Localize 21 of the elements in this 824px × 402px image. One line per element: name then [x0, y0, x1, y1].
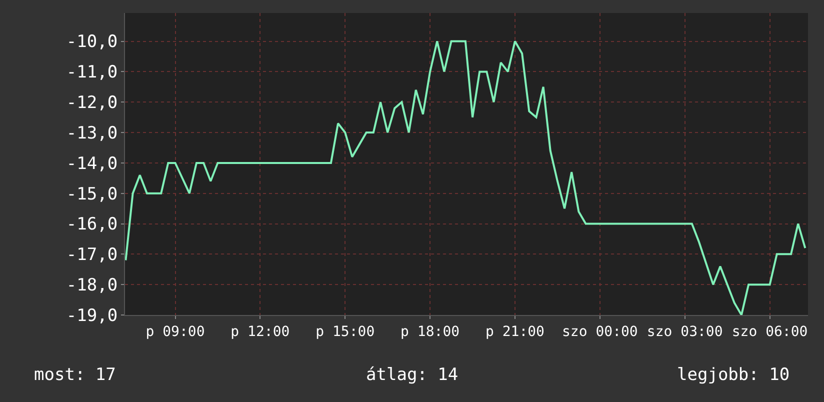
y-tick-label: -13,0: [66, 123, 118, 144]
x-tick-label: p 12:00: [230, 324, 290, 340]
y-tick-label: -19,0: [66, 306, 118, 326]
text: most: 17: [34, 365, 116, 385]
text: legjobb: 10: [677, 365, 790, 385]
y-tick-label: -16,0: [66, 214, 118, 235]
x-tick-label: p 18:00: [400, 324, 460, 340]
x-tick-label: p 09:00: [146, 324, 205, 340]
x-tick-label: p 15:00: [316, 324, 375, 340]
y-tick-label: -10,0: [66, 32, 118, 52]
y-tick-label: -17,0: [66, 245, 118, 266]
x-tick-label: szo 06:00: [732, 324, 808, 340]
x-tick-label: szo 03:00: [646, 324, 723, 340]
y-tick-label: -12,0: [66, 93, 118, 114]
text: átlag: 14: [366, 365, 458, 385]
y-tick-label: -11,0: [66, 62, 118, 83]
y-tick-label: -14,0: [66, 154, 118, 174]
y-tick-label: -18,0: [66, 276, 118, 296]
y-tick-label: -15,0: [66, 184, 118, 204]
x-tick-label: szo 00:00: [562, 324, 638, 340]
x-tick-label: p 21:00: [485, 324, 544, 340]
